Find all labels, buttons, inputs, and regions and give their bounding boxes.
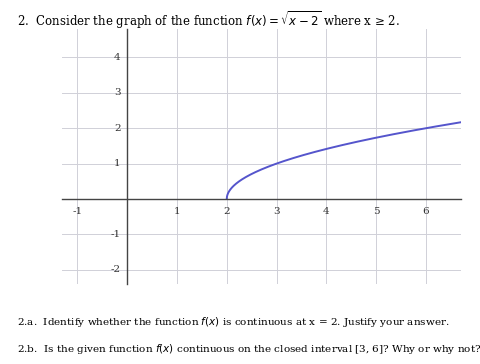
Text: -1: -1 <box>72 207 83 215</box>
Text: 3: 3 <box>273 207 280 215</box>
Text: 6: 6 <box>422 207 429 215</box>
Text: -1: -1 <box>110 230 120 239</box>
Text: 4: 4 <box>323 207 330 215</box>
Text: 2.a.  Identify whether the function $f(x)$ is continuous at x = 2. Justify your : 2.a. Identify whether the function $f(x)… <box>17 315 449 329</box>
Text: 3: 3 <box>114 88 120 97</box>
Text: 2: 2 <box>114 124 120 133</box>
Text: 2.  Consider the graph of the function $f(x) = \sqrt{x - 2}$ where x ≥ 2.: 2. Consider the graph of the function $f… <box>17 9 400 31</box>
Text: 5: 5 <box>373 207 380 215</box>
Text: 1: 1 <box>114 159 120 168</box>
Text: -2: -2 <box>110 265 120 274</box>
Text: 1: 1 <box>174 207 180 215</box>
Text: 4: 4 <box>114 53 120 62</box>
Text: 2: 2 <box>223 207 230 215</box>
Text: 2.b.  Is the given function $f(x)$ continuous on the closed interval [3, 6]? Why: 2.b. Is the given function $f(x)$ contin… <box>17 342 480 356</box>
